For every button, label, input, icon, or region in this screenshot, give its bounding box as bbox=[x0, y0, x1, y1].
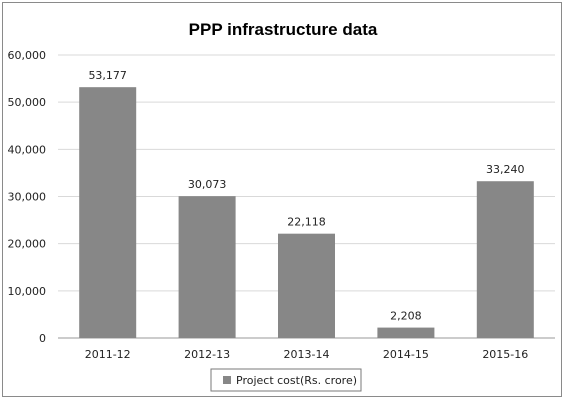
data-label: 33,240 bbox=[486, 163, 525, 176]
legend-label: Project cost(Rs. crore) bbox=[236, 374, 357, 387]
y-tick-label: 60,000 bbox=[8, 49, 47, 62]
y-axis-ticks: 0 10,000 20,000 30,000 40,000 50,000 60,000 bbox=[8, 49, 47, 345]
data-label: 53,177 bbox=[88, 69, 127, 82]
chart-title: PPP infrastructure data bbox=[189, 20, 378, 39]
x-tick-label: 2011-12 bbox=[85, 348, 131, 361]
y-tick-label: 40,000 bbox=[8, 143, 47, 156]
bar bbox=[476, 181, 534, 338]
legend-swatch bbox=[223, 376, 231, 384]
legend: Project cost(Rs. crore) bbox=[210, 368, 362, 392]
bar bbox=[377, 327, 435, 338]
bars bbox=[79, 87, 534, 338]
data-label: 2,208 bbox=[390, 310, 422, 323]
data-label: 22,118 bbox=[287, 216, 326, 229]
gridlines bbox=[58, 54, 555, 339]
bar bbox=[79, 87, 137, 338]
y-tick-label: 50,000 bbox=[8, 96, 47, 109]
bar bbox=[278, 233, 335, 338]
y-tick-label: 0 bbox=[39, 332, 46, 345]
x-tick-label: 2013-14 bbox=[284, 348, 330, 361]
y-tick-label: 20,000 bbox=[8, 238, 47, 251]
legend-box bbox=[210, 368, 362, 392]
x-axis-ticks: 2011-12 2012-13 2013-14 2014-15 2015-16 bbox=[85, 348, 529, 361]
y-tick-label: 30,000 bbox=[8, 191, 47, 204]
x-tick-label: 2014-15 bbox=[383, 348, 429, 361]
y-tick-label: 10,000 bbox=[8, 285, 47, 298]
x-tick-label: 2012-13 bbox=[184, 348, 230, 361]
x-tick-label: 2015-16 bbox=[482, 348, 528, 361]
bar bbox=[178, 196, 236, 338]
data-label: 30,073 bbox=[188, 178, 227, 191]
data-labels: 53,177 30,073 22,118 2,208 33,240 bbox=[88, 69, 524, 322]
